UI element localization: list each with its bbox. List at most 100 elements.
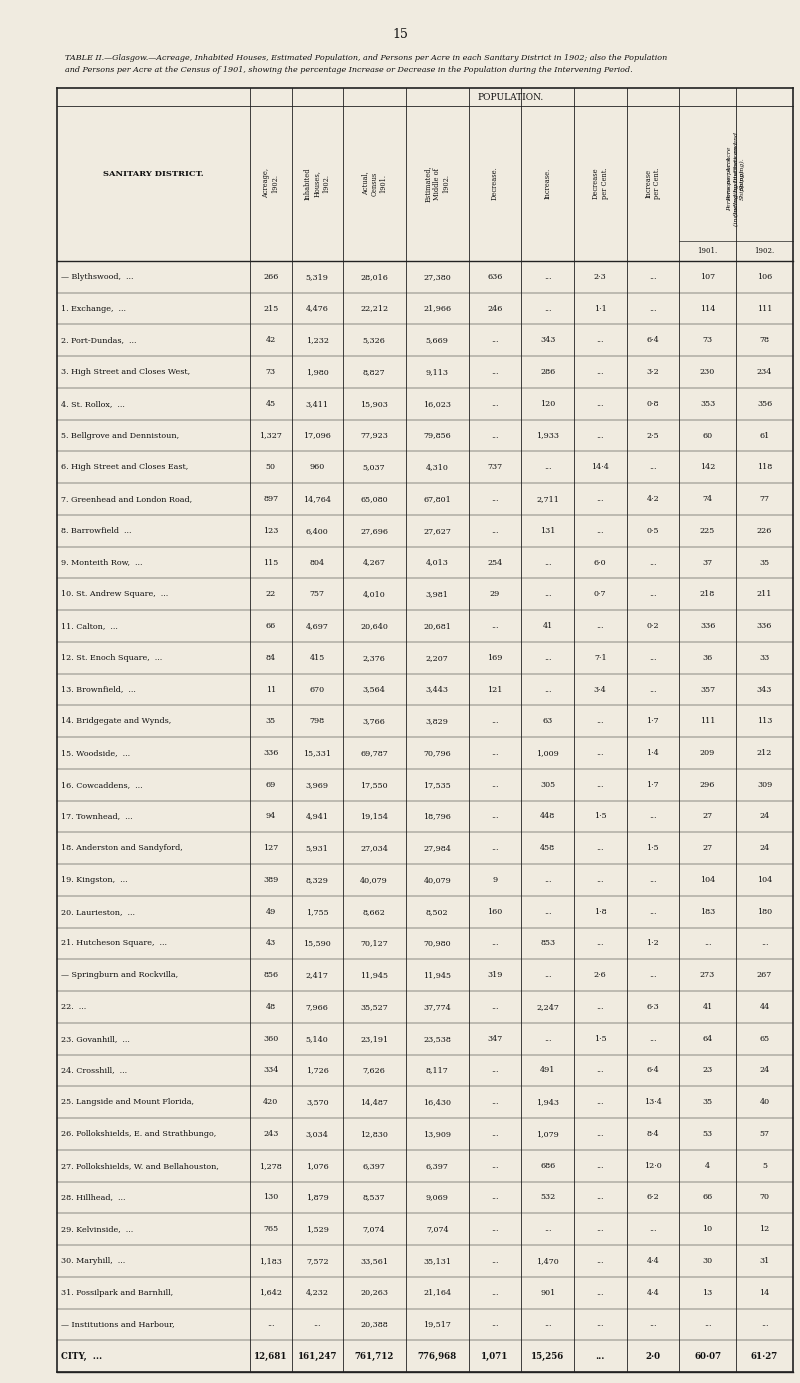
Text: 670: 670: [310, 686, 325, 693]
Text: ...: ...: [491, 1194, 499, 1202]
Text: 336: 336: [700, 622, 715, 631]
Text: 3,443: 3,443: [426, 686, 449, 693]
Text: 5,669: 5,669: [426, 336, 449, 344]
Text: ...: ...: [491, 939, 499, 947]
Text: ...: ...: [597, 1066, 604, 1075]
Text: 161,247: 161,247: [298, 1351, 337, 1361]
Text: 123: 123: [263, 527, 278, 535]
Text: 16,023: 16,023: [423, 400, 451, 408]
Text: 4·4: 4·4: [646, 1289, 659, 1297]
Text: ...: ...: [491, 812, 499, 820]
Text: 336: 336: [263, 750, 278, 757]
Text: 319: 319: [487, 971, 502, 979]
Text: 254: 254: [487, 559, 502, 567]
Text: 27,627: 27,627: [423, 527, 451, 535]
Text: 761,712: 761,712: [354, 1351, 394, 1361]
Text: ...: ...: [597, 1257, 604, 1265]
Text: 31. Possilpark and Barnhill,: 31. Possilpark and Barnhill,: [61, 1289, 173, 1297]
Text: 104: 104: [700, 875, 715, 884]
Text: 29: 29: [490, 591, 500, 599]
Text: 1·8: 1·8: [594, 907, 606, 916]
Text: 226: 226: [757, 527, 772, 535]
Text: 21,164: 21,164: [423, 1289, 451, 1297]
Text: 1,079: 1,079: [536, 1130, 559, 1138]
Text: 36: 36: [702, 654, 713, 662]
Text: Decrease
per Cent.: Decrease per Cent.: [592, 167, 609, 199]
Text: 4,476: 4,476: [306, 304, 329, 313]
Text: ...: ...: [544, 875, 551, 884]
Text: 1,726: 1,726: [306, 1066, 329, 1075]
Text: 15,590: 15,590: [303, 939, 331, 947]
Text: 230: 230: [700, 368, 715, 376]
Text: — Blythswood,  ...: — Blythswood, ...: [61, 272, 134, 281]
Text: 50: 50: [266, 463, 276, 472]
Text: 48: 48: [266, 1003, 276, 1011]
Text: 765: 765: [263, 1225, 278, 1234]
Text: 1·7: 1·7: [646, 718, 659, 725]
Text: Increase.: Increase.: [544, 167, 552, 199]
Text: 4,013: 4,013: [426, 559, 449, 567]
Text: 4,010: 4,010: [363, 591, 386, 599]
Text: 160: 160: [487, 907, 502, 916]
Text: 18. Anderston and Sandyford,: 18. Anderston and Sandyford,: [61, 844, 182, 852]
Text: 16,430: 16,430: [423, 1098, 451, 1106]
Text: ...: ...: [544, 907, 551, 916]
Text: ...: ...: [597, 1321, 604, 1329]
Text: 169: 169: [487, 654, 502, 662]
Text: Estimated,
Middle of
1902.: Estimated, Middle of 1902.: [424, 165, 450, 202]
Text: 57: 57: [759, 1130, 770, 1138]
Text: 60·07: 60·07: [694, 1351, 721, 1361]
Text: 66: 66: [702, 1194, 713, 1202]
Text: 9,113: 9,113: [426, 368, 449, 376]
Text: 63: 63: [542, 718, 553, 725]
Text: ...: ...: [491, 1130, 499, 1138]
Text: 1,529: 1,529: [306, 1225, 329, 1234]
Text: 215: 215: [263, 304, 278, 313]
Text: 1·5: 1·5: [646, 844, 659, 852]
Text: 243: 243: [263, 1130, 278, 1138]
Text: ...: ...: [491, 1257, 499, 1265]
Text: ...: ...: [491, 1066, 499, 1075]
Text: 17,535: 17,535: [423, 781, 451, 788]
Text: 6,397: 6,397: [426, 1162, 449, 1170]
Text: 8. Barrowfield  ...: 8. Barrowfield ...: [61, 527, 131, 535]
Text: ...: ...: [491, 336, 499, 344]
Text: 21,966: 21,966: [423, 304, 451, 313]
Text: ...: ...: [491, 622, 499, 631]
Text: 6,397: 6,397: [362, 1162, 386, 1170]
Text: 5,319: 5,319: [306, 272, 329, 281]
Text: ...: ...: [597, 1289, 604, 1297]
Text: ...: ...: [491, 718, 499, 725]
Text: ...: ...: [491, 431, 499, 440]
Text: ...: ...: [597, 1225, 604, 1234]
Text: Inhabited
Houses,
1902.: Inhabited Houses, 1902.: [304, 167, 330, 199]
Text: 94: 94: [266, 812, 276, 820]
Text: ...: ...: [597, 622, 604, 631]
Text: ...: ...: [595, 1351, 605, 1361]
Text: 8,502: 8,502: [426, 907, 449, 916]
Text: ...: ...: [597, 781, 604, 788]
Text: 356: 356: [757, 400, 772, 408]
Text: 7,966: 7,966: [306, 1003, 329, 1011]
Text: ...: ...: [597, 718, 604, 725]
Text: 225: 225: [700, 527, 715, 535]
Text: 61·27: 61·27: [751, 1351, 778, 1361]
Text: 2,376: 2,376: [362, 654, 386, 662]
Text: ...: ...: [649, 654, 657, 662]
Text: ...: ...: [597, 368, 604, 376]
Text: 27,034: 27,034: [360, 844, 388, 852]
Text: 12·0: 12·0: [644, 1162, 662, 1170]
Text: 40,079: 40,079: [423, 875, 451, 884]
Text: 7·1: 7·1: [594, 654, 606, 662]
Text: 28,016: 28,016: [360, 272, 388, 281]
Text: 49: 49: [266, 907, 276, 916]
Text: 3,564: 3,564: [362, 686, 386, 693]
Text: ...: ...: [597, 844, 604, 852]
Text: 27,984: 27,984: [423, 844, 451, 852]
Text: 24: 24: [759, 844, 770, 852]
Text: 1,642: 1,642: [259, 1289, 282, 1297]
Text: 448: 448: [540, 812, 555, 820]
Text: 115: 115: [263, 559, 278, 567]
Text: ...: ...: [597, 336, 604, 344]
Text: ...: ...: [544, 304, 551, 313]
